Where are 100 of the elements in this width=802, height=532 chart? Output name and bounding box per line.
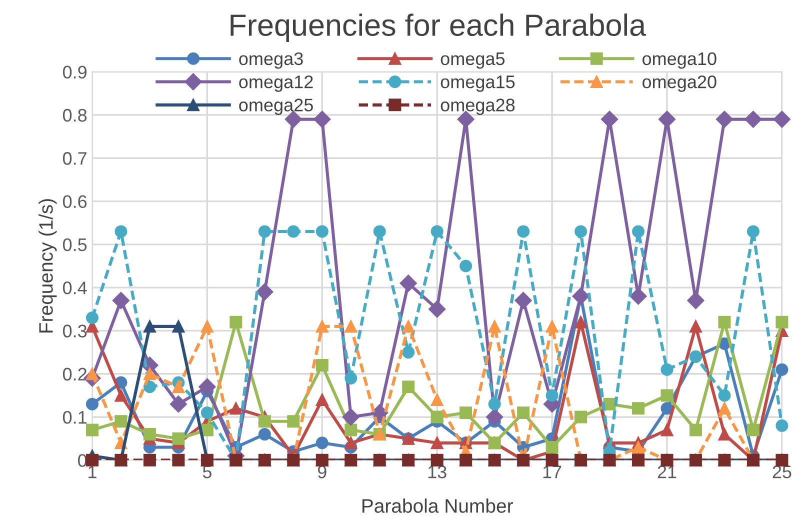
point: [172, 432, 185, 445]
point: [632, 440, 645, 454]
point: [402, 346, 415, 359]
point: [632, 225, 645, 238]
point: [776, 316, 788, 328]
point: [114, 389, 128, 402]
point: [488, 398, 501, 410]
point: [114, 415, 128, 428]
point: [287, 415, 300, 428]
point: [776, 419, 788, 432]
point: [402, 320, 415, 333]
legend-label: omega25: [239, 98, 313, 115]
point: [632, 402, 645, 415]
point: [112, 292, 130, 310]
y-tick-label: 0.9: [62, 66, 87, 79]
x-axis-title: Parabola Number: [362, 498, 513, 513]
point: [316, 358, 328, 372]
point: [428, 300, 446, 318]
x-tick-label: 1: [88, 466, 96, 478]
point: [574, 410, 588, 424]
point: [400, 274, 417, 292]
point: [230, 316, 242, 328]
point: [546, 440, 558, 454]
legend-label: omega20: [642, 75, 716, 92]
chart-title: Frequencies for each Parabola: [230, 14, 646, 42]
legend-label: omega5: [440, 52, 505, 69]
y-tick-label: 0.8: [62, 108, 87, 122]
point: [546, 320, 558, 333]
point: [660, 363, 674, 376]
point: [718, 316, 731, 328]
point: [256, 283, 274, 300]
legend-label: omega10: [642, 52, 716, 69]
point: [86, 454, 98, 466]
point: [143, 428, 156, 441]
x-tick-label: 13: [428, 466, 446, 478]
x-tick-label: 9: [318, 466, 326, 478]
point: [716, 110, 734, 128]
point: [314, 110, 331, 128]
point: [143, 454, 156, 466]
point: [460, 406, 472, 419]
point: [660, 402, 674, 415]
point: [574, 225, 588, 238]
point: [402, 380, 415, 394]
point: [258, 225, 271, 238]
point: [430, 394, 444, 406]
y-tick-label: 0.2: [62, 368, 86, 381]
point: [316, 436, 328, 450]
point: [460, 260, 472, 272]
point: [143, 320, 156, 333]
legend-label: omega3: [239, 52, 303, 69]
y-tick-label: 0.5: [62, 238, 87, 252]
y-axis-title: Frequency (1/s): [38, 199, 57, 332]
legend-label: omega28: [440, 98, 515, 115]
point: [773, 110, 790, 128]
point: [744, 110, 762, 128]
point: [172, 454, 185, 466]
point: [718, 389, 731, 402]
point: [514, 292, 532, 310]
point: [114, 225, 128, 238]
point: [746, 424, 760, 436]
point: [344, 436, 358, 450]
point: [230, 402, 242, 415]
point: [316, 394, 328, 406]
point: [198, 378, 216, 396]
point: [172, 320, 185, 333]
point: [371, 404, 388, 422]
point: [689, 320, 702, 333]
point: [660, 424, 674, 436]
legend-label: omega12: [239, 75, 313, 92]
point: [287, 225, 300, 238]
y-tick-label: 0.7: [62, 152, 86, 165]
point: [574, 316, 588, 328]
point: [344, 424, 358, 436]
point: [200, 320, 214, 333]
point: [430, 410, 444, 424]
point: [630, 288, 647, 305]
point: [486, 408, 504, 426]
point: [342, 408, 360, 426]
legend-label: omega15: [440, 76, 515, 92]
point: [344, 372, 358, 384]
point: [572, 288, 590, 305]
y-tick-label: 0.4: [62, 282, 87, 294]
point: [689, 424, 702, 436]
x-tick-label: 17: [543, 466, 562, 478]
point: [546, 389, 558, 402]
point: [718, 402, 731, 415]
point: [718, 428, 731, 441]
point: [344, 320, 358, 333]
point: [430, 225, 444, 238]
point: [488, 320, 501, 333]
point: [86, 398, 98, 410]
point: [200, 424, 214, 436]
point: [430, 436, 444, 450]
point: [660, 389, 674, 402]
point: [86, 424, 98, 436]
point: [258, 428, 271, 441]
point: [373, 225, 386, 238]
point: [86, 312, 98, 324]
point: [316, 320, 328, 333]
y-tick-label: 0.6: [62, 195, 87, 208]
